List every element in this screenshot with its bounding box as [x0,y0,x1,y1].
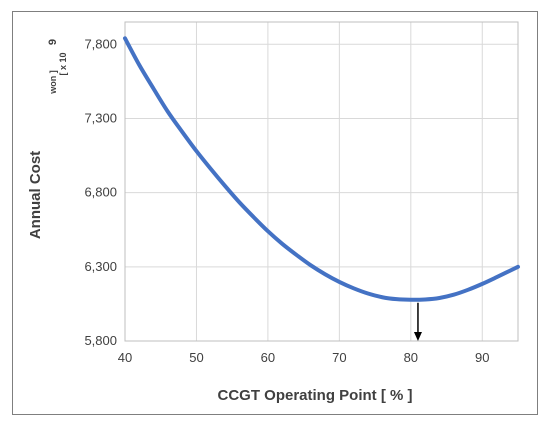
x-tick-label: 80 [404,350,418,365]
y-axis-unit: [ x 10 9 won ] [47,39,68,95]
y-tick-label: 6,300 [84,259,117,274]
y-tick-label: 5,800 [84,333,117,348]
x-tick-labels: 40 50 60 70 80 90 [118,350,490,365]
optimum-arrow-head [413,332,422,341]
y-tick-label: 6,800 [84,185,117,200]
x-tick-label: 50 [189,350,203,365]
annotations [413,302,422,341]
series-group [123,36,520,302]
y-axis-unit-suffix: won ] [48,70,58,95]
chart-frame [12,11,538,415]
x-tick-label: 40 [118,350,132,365]
y-axis-label: Annual Cost [27,151,44,239]
annual-cost-line [123,36,520,302]
y-tick-labels: 5,800 6,300 6,800 7,300 7,800 [84,36,117,348]
y-tick-label: 7,800 [84,36,117,51]
x-tick-label: 90 [475,350,489,365]
y-axis-unit-exponent: 9 [47,39,59,45]
plot-area-border [124,21,519,342]
y-axis-unit-prefix: [ x 10 [58,52,68,75]
y-tick-label: 7,300 [84,110,117,125]
x-tick-label: 60 [261,350,275,365]
x-tick-label: 70 [332,350,346,365]
x-axis-label: CCGT Operating Point [ % ] [218,387,413,404]
